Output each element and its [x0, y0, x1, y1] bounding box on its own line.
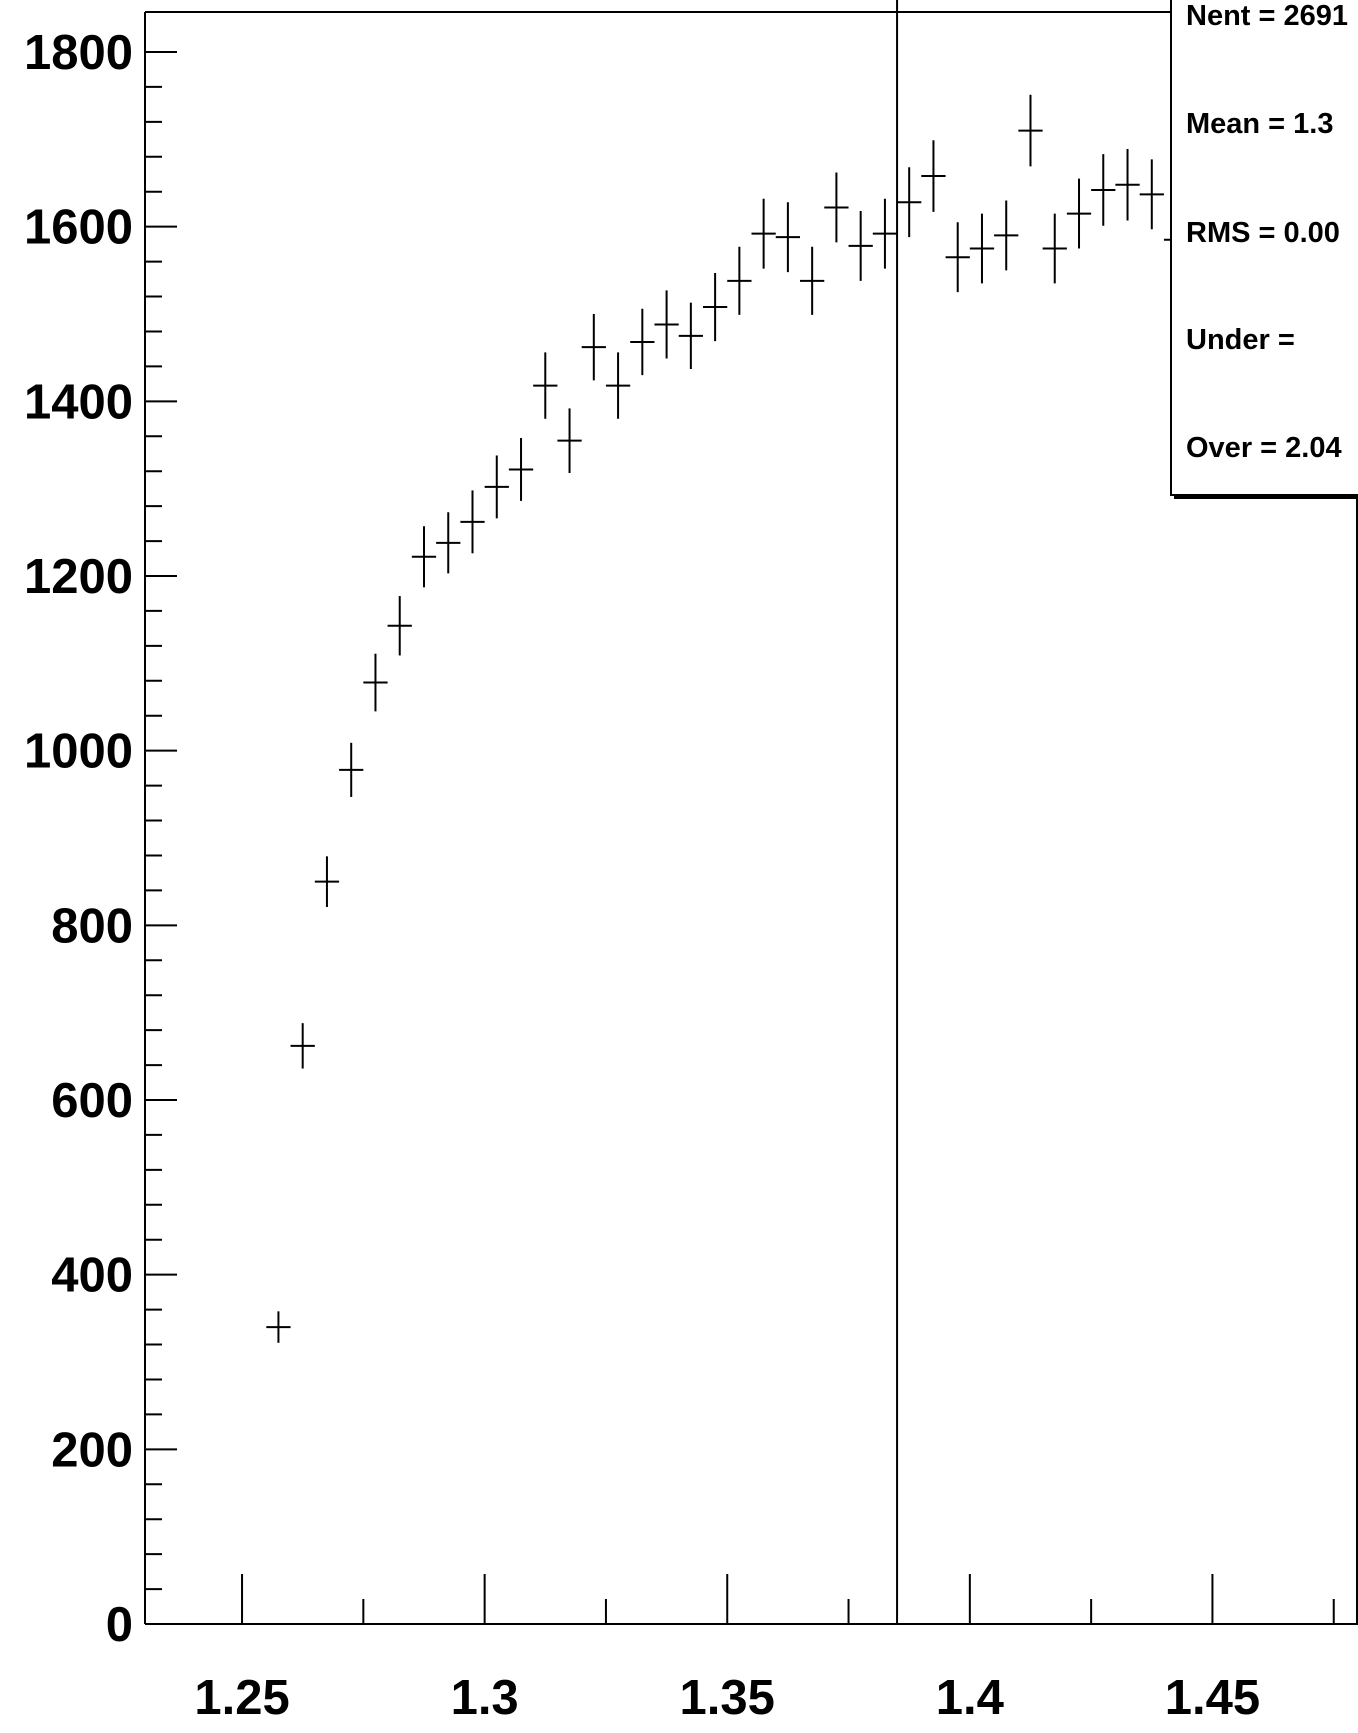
data-point	[921, 140, 946, 212]
data-point	[1018, 94, 1043, 167]
x-axis: 1.25 1.3 1.35 1.4 1.45	[194, 1574, 1335, 1725]
data-point	[436, 512, 461, 574]
data-point	[411, 526, 437, 588]
y-tick-label: 1800	[24, 26, 133, 80]
data-point	[460, 490, 485, 554]
data-point	[484, 455, 509, 519]
data-point	[387, 596, 412, 656]
data-point	[872, 198, 898, 269]
data-point	[314, 856, 340, 907]
y-tick-label: 0	[106, 1598, 133, 1652]
data-point	[1139, 159, 1164, 230]
data-point	[630, 308, 655, 376]
stats-rms: RMS = 0.00	[1186, 217, 1340, 249]
x-tick-label: 1.3	[451, 1671, 519, 1725]
data-point	[1042, 213, 1067, 284]
data-point	[339, 742, 364, 797]
stats-mean: Mean = 1.3	[1186, 108, 1334, 140]
data-point	[824, 172, 849, 243]
stats-box-frame	[1170, 0, 1358, 496]
y-tick-label: 200	[51, 1423, 133, 1477]
y-tick-label: 1600	[24, 201, 133, 255]
y-tick-label: 1200	[24, 550, 133, 604]
data-point	[1091, 154, 1116, 226]
y-axis: 0 200 400 600 800 1000 1200 1400 1600 1800	[24, 26, 177, 1652]
data-point	[727, 246, 752, 315]
x-tick-label: 1.45	[1165, 1671, 1260, 1725]
x-tick-label: 1.25	[194, 1671, 289, 1725]
data-point	[533, 352, 558, 419]
data-point	[508, 438, 534, 501]
y-tick-label: 600	[51, 1074, 133, 1128]
data-point	[897, 167, 922, 238]
data-point	[1115, 148, 1140, 221]
data-point	[848, 210, 873, 281]
y-tick-label: 800	[51, 899, 133, 953]
stats-nent: Nent = 2691	[1186, 0, 1348, 32]
data-point	[751, 198, 776, 269]
data-point	[945, 222, 970, 293]
data-point	[775, 202, 801, 273]
data-point	[266, 1311, 291, 1343]
y-tick-label: 1000	[24, 725, 133, 779]
data-point	[1066, 178, 1092, 249]
data-point	[702, 272, 728, 342]
data-point	[581, 314, 606, 381]
y-tick-label: 1400	[24, 375, 133, 429]
data-point	[363, 653, 388, 712]
data-point	[290, 1023, 315, 1069]
data-point	[800, 246, 825, 315]
x-tick-label: 1.4	[936, 1671, 1004, 1725]
x-tick-label: 1.35	[680, 1671, 775, 1725]
data-series	[266, 94, 1189, 1343]
data-point	[969, 213, 995, 284]
stats-over: Over = 2.04	[1186, 432, 1342, 464]
data-point	[605, 352, 631, 419]
data-point	[654, 290, 679, 359]
stats-under: Under =	[1186, 324, 1295, 356]
y-tick-label: 400	[51, 1249, 133, 1303]
data-point	[994, 200, 1019, 271]
data-point	[678, 302, 703, 370]
stats-box: Nent = 2691 Mean = 1.3 RMS = 0.00 Under …	[1170, 0, 1358, 499]
data-point	[557, 408, 582, 473]
